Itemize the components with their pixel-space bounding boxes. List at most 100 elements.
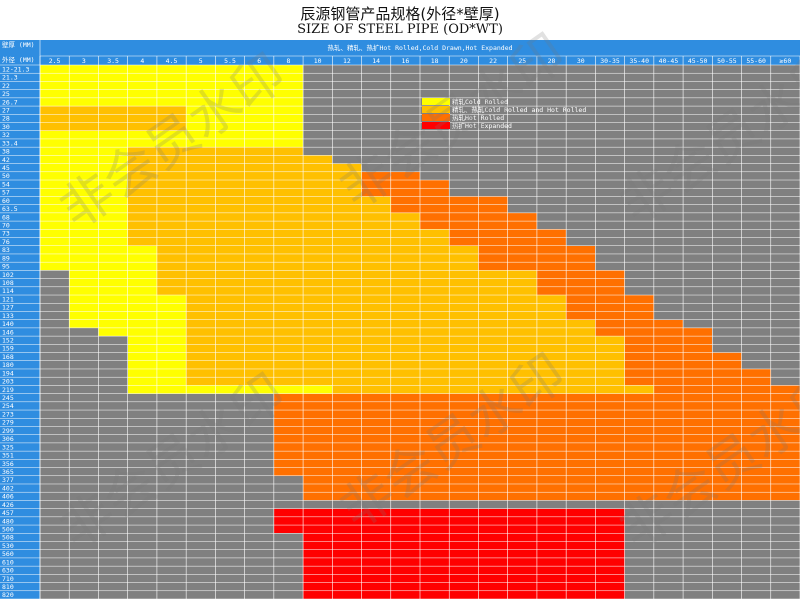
grid-cell <box>303 212 333 222</box>
grid-cell <box>303 171 333 181</box>
grid-cell <box>40 401 70 411</box>
grid-cell <box>98 541 128 550</box>
grid-cell <box>536 426 567 435</box>
grid-cell <box>595 295 625 304</box>
grid-cell <box>127 188 157 197</box>
od-tick-label: 710 <box>2 575 14 583</box>
grid-cell <box>303 467 333 476</box>
grid-cell <box>156 533 187 542</box>
grid-cell <box>536 418 567 427</box>
grid-cell <box>566 451 596 460</box>
grid-cell <box>566 492 596 501</box>
grid-cell <box>361 533 391 542</box>
grid-cell <box>478 393 508 402</box>
grid-cell <box>420 368 450 378</box>
grid-cell <box>215 319 245 328</box>
grid-cell <box>40 344 70 353</box>
grid-cell <box>98 352 128 361</box>
grid-cell <box>361 418 391 427</box>
grid-cell <box>273 426 304 435</box>
grid-cell <box>624 459 654 468</box>
grid-cell <box>186 393 216 402</box>
grid-cell <box>595 434 625 443</box>
grid-cell <box>595 418 625 427</box>
grid-cell <box>712 410 742 419</box>
grid-cell <box>595 483 625 493</box>
grid-cell <box>420 147 450 156</box>
od-tick-label: 365 <box>2 468 14 476</box>
grid-cell <box>215 138 245 148</box>
grid-cell <box>653 180 684 189</box>
grid-cell <box>303 73 333 82</box>
grid-cell <box>127 492 157 501</box>
grid-cell <box>98 245 128 254</box>
grid-cell <box>40 212 70 222</box>
grid-cell <box>507 171 537 181</box>
wt-tick-label: 3.5 <box>107 57 119 65</box>
grid-cell <box>507 73 537 82</box>
grid-cell <box>390 557 420 567</box>
grid-cell <box>595 138 625 148</box>
grid-cell <box>653 204 684 213</box>
grid-cell <box>244 467 274 476</box>
grid-cell <box>653 122 684 131</box>
grid-cell <box>770 171 800 181</box>
grid-cell <box>361 147 391 156</box>
grid-cell <box>244 221 274 230</box>
grid-cell <box>361 368 391 378</box>
grid-cell <box>69 253 99 263</box>
grid-cell <box>69 459 99 468</box>
grid-cell <box>507 508 537 517</box>
grid-cell <box>420 377 450 386</box>
grid-cell <box>566 65 596 74</box>
grid-cell <box>624 426 654 435</box>
grid-cell <box>215 65 245 74</box>
grid-cell <box>244 89 274 98</box>
grid-cell <box>273 155 304 164</box>
grid-cell <box>770 253 800 263</box>
grid-cell <box>741 319 771 328</box>
grid-cell <box>449 97 479 107</box>
grid-cell <box>624 410 654 419</box>
grid-cell <box>186 155 216 164</box>
grid-cell <box>712 278 742 287</box>
grid-cell <box>653 65 684 74</box>
grid-cell <box>244 393 274 402</box>
grid-cell <box>332 360 362 369</box>
grid-cell <box>712 221 742 230</box>
grid-cell <box>507 475 537 484</box>
grid-cell <box>156 566 187 575</box>
grid-cell <box>40 500 70 509</box>
grid-cell <box>420 590 450 599</box>
legend-swatch <box>422 122 450 129</box>
grid-cell <box>244 574 274 583</box>
grid-cell <box>653 344 684 353</box>
grid-cell <box>420 204 450 213</box>
grid-cell <box>507 262 537 271</box>
od-tick-label: 426 <box>2 501 14 509</box>
grid-cell <box>624 204 654 213</box>
grid-cell <box>303 516 333 526</box>
grid-cell <box>653 278 684 287</box>
grid-cell <box>361 155 391 164</box>
grid-cell <box>595 286 625 296</box>
grid-cell <box>244 122 274 131</box>
grid-cell <box>303 303 333 312</box>
grid-cell <box>303 89 333 98</box>
grid-cell <box>361 541 391 550</box>
grid-cell <box>303 426 333 435</box>
grid-cell <box>361 229 391 238</box>
grid-cell <box>683 89 713 98</box>
grid-cell <box>215 360 245 369</box>
grid-cell <box>332 352 362 361</box>
grid-cell <box>127 237 157 246</box>
grid-cell <box>712 401 742 411</box>
grid-cell <box>683 360 713 369</box>
grid-cell <box>741 311 771 320</box>
grid-cell <box>361 245 391 254</box>
grid-cell <box>507 377 537 386</box>
grid-cell <box>156 114 187 123</box>
grid-cell <box>215 442 245 452</box>
grid-cell <box>40 245 70 254</box>
grid-cell <box>127 319 157 328</box>
